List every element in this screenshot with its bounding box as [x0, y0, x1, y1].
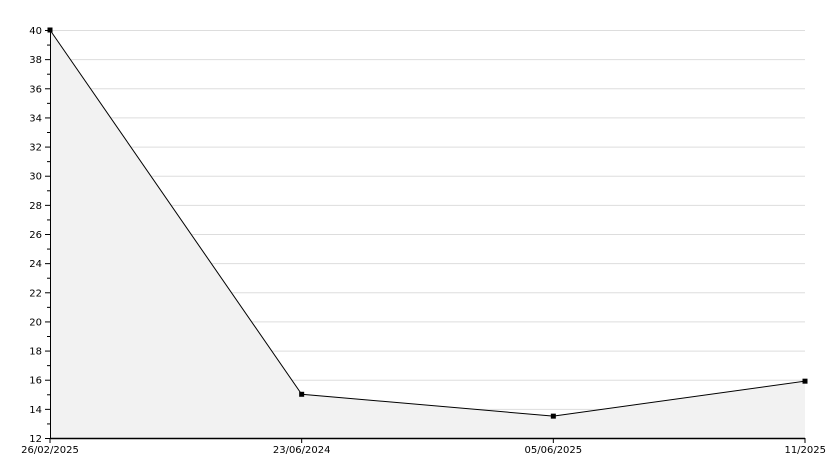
y-tick-label: 38: [29, 55, 42, 66]
data-point: [802, 378, 808, 384]
y-tick-label: 22: [29, 288, 42, 299]
y-tick-label: 40: [29, 26, 42, 37]
y-tick-label: 32: [29, 143, 42, 154]
x-tick-label: 26/02/2025: [21, 445, 79, 456]
y-tick-label: 14: [29, 405, 42, 416]
data-point: [299, 391, 305, 397]
y-tick-label: 18: [29, 347, 42, 358]
data-point: [550, 413, 556, 419]
x-tick-label: 05/06/2025: [525, 445, 583, 456]
series-line: [49, 29, 806, 417]
y-tick-label: 30: [29, 172, 42, 183]
y-tick-label: 12: [29, 434, 42, 445]
y-tick-label: 24: [29, 259, 42, 270]
x-tick-label: 23/06/2024: [273, 445, 331, 456]
x-tick-label: 11/2025: [784, 445, 826, 456]
y-tick-label: 28: [29, 201, 42, 212]
y-tick-label: 26: [29, 230, 42, 241]
y-tick-label: 34: [29, 113, 42, 124]
y-tick-label: 20: [29, 317, 42, 328]
y-tick-label: 36: [29, 84, 42, 95]
y-tick-label: 16: [29, 376, 42, 387]
data-point: [47, 27, 53, 33]
area-fill: [50, 30, 805, 438]
